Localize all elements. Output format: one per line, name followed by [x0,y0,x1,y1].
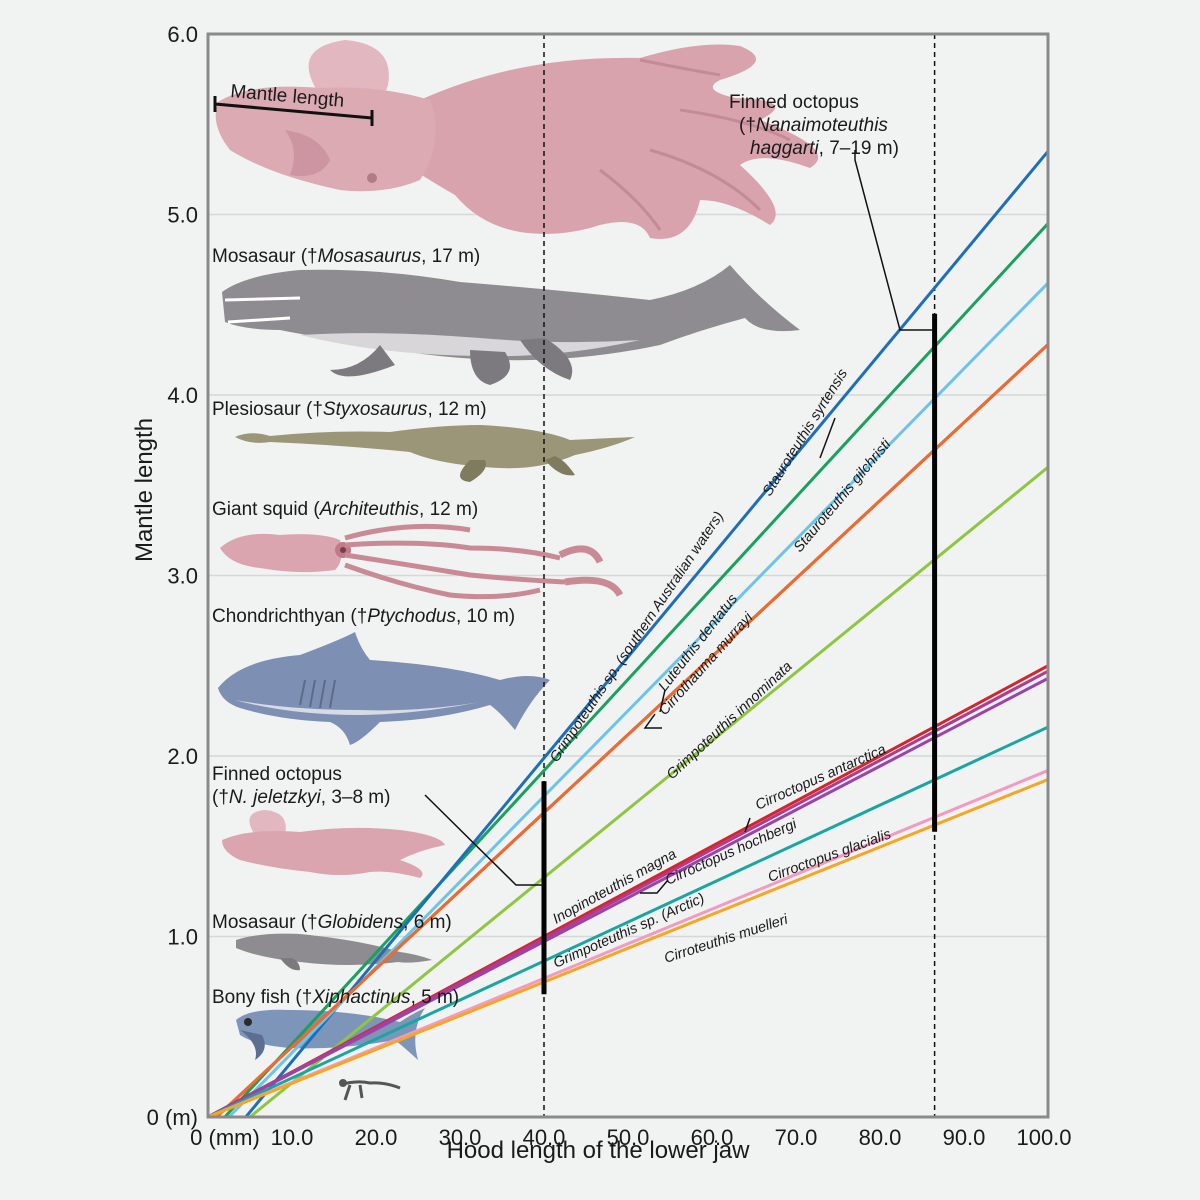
x-tick-label-0: 0 (mm) [190,1125,260,1150]
finned-octopus-small-illustration [222,810,445,878]
illustrations [213,40,819,1101]
x-tick-label-4: 40.0 [523,1125,566,1150]
callout-finned-large-line3: haggarti, 7–19 m) [750,138,899,159]
x-axis-label: Hood length of the lower jaw [447,1137,751,1164]
callout-globidens: Mosasaur (†Globidens, 6 m) [212,912,452,933]
series-line-8 [208,677,1048,1117]
y-tick-label-3: 3.0 [167,564,198,589]
ptychodus-shark-illustration [218,632,550,745]
range-bars [541,313,938,995]
callout-finned-small-line1: Finned octopus [212,764,342,785]
callout-plesiosaur: Plesiosaur (†Styxosaurus, 12 m) [212,399,487,420]
y-axis-label: Mantle length [131,418,158,562]
y-tick-label-0: 0 (m) [147,1105,198,1130]
callout-xiphactinus: Bony fish (†Xiphactinus, 5 m) [212,987,459,1008]
callout-giant-squid: Giant squid (Architeuthis, 12 m) [212,499,478,520]
x-tick-label-2: 20.0 [355,1125,398,1150]
y-axis-ticks: 0 (m) 1.0 2.0 3.0 4.0 5.0 6.0 [147,22,198,1130]
x-axis-ticks: 0 (mm) 10.0 20.0 30.0 40.0 50.0 60.0 70.0 80.0 90… [190,1125,1071,1150]
x-tick-label-6: 60.0 [691,1125,734,1150]
callout-chondrichthyan: Chondrichthyan (†Ptychodus, 10 m) [212,606,515,627]
series-line-4 [215,343,1048,1117]
giant-squid-illustration [220,523,624,600]
series-line-11 [208,778,1048,1117]
callout-finned-small-line2: (†N. jeletzkyi, 3–8 m) [212,787,390,808]
finned-octopus-large-illustration [215,40,819,239]
x-tick-label-8: 80.0 [859,1125,902,1150]
y-tick-label-4: 4.0 [167,383,198,408]
y-tick-label-2: 2.0 [167,744,198,769]
series-line-1 [244,150,1048,1117]
xiphactinus-illustration [236,1008,425,1060]
series-line-0 [223,222,1048,1117]
y-tick-label-1: 1.0 [167,925,198,950]
x-tick-label-3: 30.0 [439,1125,482,1150]
series-lines [208,150,1048,1117]
callouts: Finned octopus (†Nanaimoteuthis haggarti… [212,92,899,1008]
x-tick-label-9: 90.0 [943,1125,986,1150]
x-tick-label-7: 70.0 [775,1125,818,1150]
y-tick-label-5: 5.0 [167,203,198,228]
globidens-illustration [236,933,432,971]
plesiosaur-illustration [235,425,635,482]
callout-finned-large-line1: Finned octopus [729,92,859,113]
y-tick-label-6: 6.0 [167,22,198,47]
mosasaurus-illustration [222,265,800,385]
plot-frame [206,32,1050,1119]
callout-finned-large-line2: (†Nanaimoteuthis [739,115,888,136]
callout-mosasaurus: Mosasaur (†Mosasaurus, 17 m) [212,246,480,267]
x-tick-label-5: 50.0 [607,1125,650,1150]
x-tick-label-1: 10.0 [271,1125,314,1150]
x-tick-label-10: 100.0 [1016,1125,1071,1150]
series-line-9 [208,725,1048,1117]
series-line-5 [249,466,1048,1117]
mantle-length-bracket [213,96,374,126]
leader-lines [424,150,933,894]
diver-illustration [339,1079,401,1101]
